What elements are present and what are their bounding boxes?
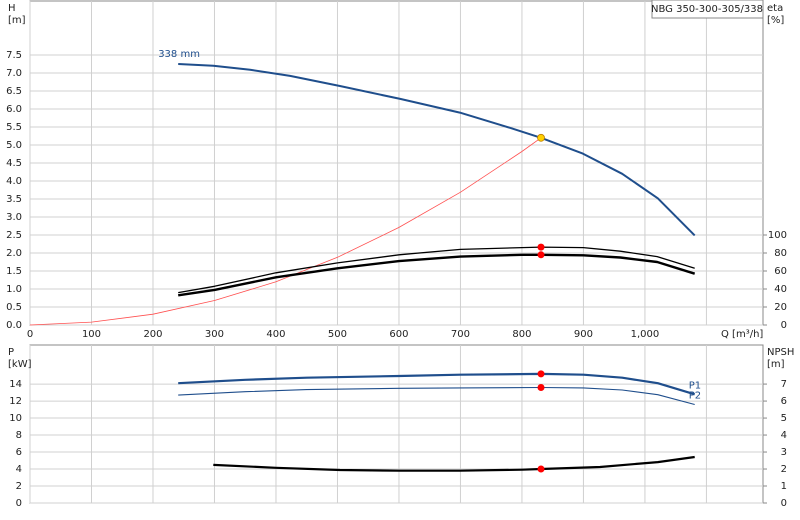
y-tick-label: 4.0 [6,176,22,187]
y2-tick-label: 0 [781,498,787,509]
y2-axis-unit: [%] [767,15,784,26]
series-line [178,386,695,406]
y-tick-label: 0 [16,498,22,509]
x-tick-label: 1,000 [631,329,660,340]
y2-tick-label: 1 [781,481,787,492]
y-tick-label: 5.0 [6,140,22,151]
x-tick-label: 200 [143,329,162,340]
series-name: 338 mm [158,49,200,60]
x-tick-label: 500 [328,329,347,340]
y-tick-label: 2 [16,481,22,492]
operating-point [537,243,545,251]
y-axis-unit: [m] [8,15,26,26]
y2-tick-label: 6 [781,396,787,407]
operating-point [537,133,545,142]
y2-axis-label: eta [767,3,783,14]
y2-tick-label: 7 [781,379,787,390]
y2-tick-label: 5 [781,413,787,424]
y-axis-unit: [kW] [8,359,32,370]
y2-tick-label: 60 [774,266,787,277]
y-tick-label: 3.5 [6,194,22,205]
x-tick-label: 700 [451,329,470,340]
y2-tick-label: 80 [774,248,787,259]
y-tick-label: 2.0 [6,248,22,259]
series-name: P2 [689,390,701,401]
x-tick-label: 900 [574,329,593,340]
y2-tick-label: 3 [781,447,787,458]
y2-tick-label: 2 [781,464,787,475]
y-tick-label: 0.0 [6,320,22,331]
y-tick-label: 14 [9,379,22,390]
series-line [178,63,696,237]
x-tick-label: 400 [266,329,285,340]
y-tick-label: 7.0 [6,68,22,79]
chart-title: NBG 350-300-305/338 [651,4,763,15]
y-tick-label: 3.0 [6,212,22,223]
y-tick-label: 1.0 [6,284,22,295]
y-tick-label: 8 [16,430,22,441]
x-axis-label: Q [m³/h] [721,329,763,340]
series-line [178,372,696,396]
y-axis-label: P [8,347,14,358]
y-tick-label: 10 [9,413,22,424]
series-line [178,246,695,294]
operating-point [537,383,545,391]
y-tick-label: 1.5 [6,266,22,277]
series-name: P1 [689,380,701,391]
operating-point [537,251,545,259]
y-tick-label: 6.0 [6,104,22,115]
y-tick-label: 5.5 [6,122,22,133]
x-tick-label: 800 [512,329,531,340]
y-tick-label: 2.5 [6,230,22,241]
y2-tick-label: 100 [768,230,787,241]
y2-axis-unit: [m] [767,359,785,370]
y-axis-label: H [8,3,16,14]
y-tick-label: 7.5 [6,50,22,61]
y2-tick-label: 20 [774,302,787,313]
operating-point [537,465,545,473]
series-line [29,137,542,326]
y-tick-label: 4 [16,464,22,475]
y-tick-label: 4.5 [6,158,22,169]
operating-point [537,370,545,378]
series-line [213,455,695,472]
y2-tick-label: 40 [774,284,787,295]
y2-tick-label: 0 [781,320,787,331]
y-tick-label: 6.5 [6,86,22,97]
x-tick-label: 300 [205,329,224,340]
x-tick-label: 100 [82,329,101,340]
x-tick-label: 600 [389,329,408,340]
series-line [178,253,696,297]
x-tick-label: 0 [27,329,33,340]
y2-axis-label: NPSH [767,347,794,358]
y-tick-label: 6 [16,447,22,458]
title-box [651,0,764,19]
y-tick-label: 0.5 [6,302,22,313]
y-tick-label: 12 [9,396,22,407]
y2-tick-label: 4 [781,430,787,441]
